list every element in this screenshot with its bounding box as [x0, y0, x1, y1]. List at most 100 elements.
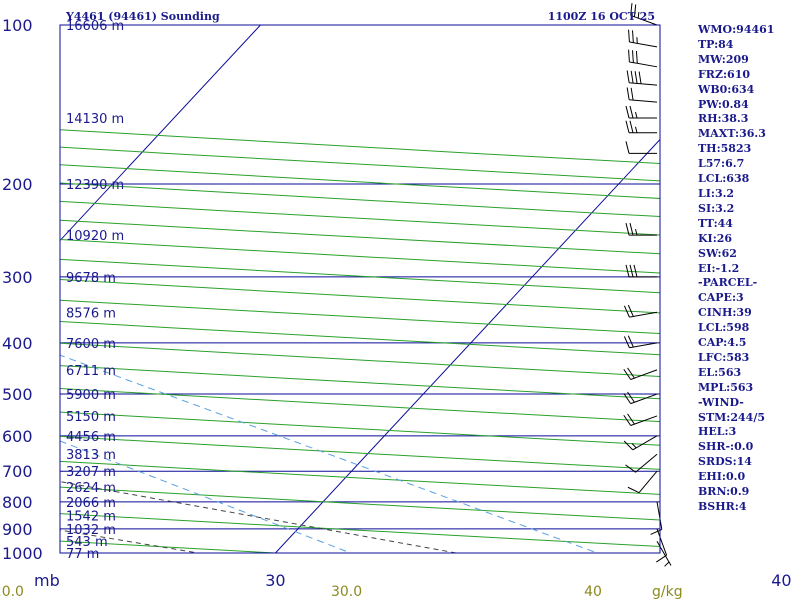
wind-barb-feather: [633, 4, 637, 17]
wind-barb-feather: [627, 413, 635, 425]
wind-barb-feather: [630, 87, 634, 101]
wind-barb: [623, 435, 658, 451]
plot-frame: [59, 24, 661, 554]
mixing-ratio-label: 30.0: [331, 584, 362, 600]
wind-barb-feather: [625, 120, 630, 133]
height-label: 5150 m: [66, 410, 116, 425]
wind-barb-feather: [634, 71, 638, 84]
index-item: PW:0.84: [698, 97, 749, 111]
index-item: RH:38.3: [698, 112, 749, 126]
wind-barb: [626, 87, 658, 103]
isotherm-line: [60, 25, 261, 242]
wind-barb-feather: [627, 391, 635, 403]
wind-barb-shaft: [656, 501, 663, 530]
pressure-tick-label: 600: [2, 427, 33, 446]
wind-barb: [623, 413, 658, 426]
mixing-ratio-units: g/kg: [652, 584, 683, 600]
temperature-tick-label: 30: [265, 571, 285, 590]
wind-barb-feather: [623, 393, 632, 404]
wind-barb-feather: [625, 105, 630, 119]
wind-barb: [623, 335, 658, 349]
index-item: MAXT:36.3: [698, 127, 766, 141]
index-item: TT:44: [698, 216, 733, 230]
wind-barb-shaft: [629, 99, 658, 103]
wind-barb-feather: [625, 222, 630, 236]
wind-barb: [625, 264, 657, 278]
wind-barb: [623, 304, 658, 318]
index-item: EHI:0.0: [698, 470, 746, 484]
index-item: SW:62: [698, 246, 737, 260]
wind-barb-feather: [625, 464, 636, 473]
pressure-tick-label: 500: [2, 385, 33, 404]
pressure-tick-label: 100: [2, 16, 33, 35]
wind-barb-feather: [629, 264, 634, 278]
pressure-tick-label: 800: [2, 493, 33, 512]
wind-barb-feather: [626, 87, 630, 100]
wind-barb-feather: [623, 368, 632, 380]
wind-barb: [625, 141, 657, 154]
wind-barb-feather: [628, 29, 630, 43]
index-item: STM:244/5: [698, 410, 765, 424]
wind-barb-feather: [627, 367, 635, 379]
wind-barb: [628, 29, 658, 48]
wind-barb: [625, 105, 657, 119]
height-label: 3813 m: [66, 448, 116, 463]
pressure-tick-label: 1000: [2, 544, 43, 563]
index-item: EL:563: [698, 365, 742, 379]
wind-barb-feather: [623, 305, 630, 318]
pressure-tick-label: 400: [2, 334, 33, 353]
height-label: 2624 m: [66, 481, 116, 496]
index-item: WB0:634: [698, 82, 755, 96]
dry-adiabat: [60, 239, 660, 274]
wind-barb-feather: [628, 49, 630, 62]
wind-barb-shaft: [630, 415, 658, 426]
index-item: MW:209: [698, 52, 749, 66]
temperature-tick-label: 40: [771, 571, 791, 590]
wind-barb-shaft: [656, 528, 668, 556]
wind-barb-half-feather: [631, 443, 637, 449]
index-item: EI:-1.2: [698, 261, 740, 275]
index-item: -WIND-: [698, 395, 744, 409]
index-item: SI:3.2: [698, 201, 735, 215]
wind-barb-half-feather: [635, 111, 638, 119]
wind-barb-feather: [627, 486, 640, 494]
wind-barb-feather: [627, 304, 634, 317]
height-label: 10920 m: [66, 229, 124, 244]
height-label: 8576 m: [66, 306, 116, 321]
wind-barb-feather: [630, 70, 634, 84]
height-label: 14130 m: [66, 112, 124, 127]
height-label: 16606 m: [66, 19, 124, 34]
wind-barb-half-feather: [664, 561, 670, 567]
wind-barb-shaft: [629, 342, 658, 349]
wind-barb-shaft: [638, 470, 658, 493]
dry-adiabat: [60, 513, 660, 548]
index-item: BSHR:4: [698, 500, 747, 513]
wind-barb-feather: [629, 105, 634, 119]
index-item: CINH:39: [698, 306, 752, 320]
wind-barb-feather: [635, 50, 638, 64]
wind-barb-feather: [629, 222, 634, 236]
height-label: 1542 m: [66, 510, 116, 525]
wind-barb-half-feather: [637, 11, 640, 19]
pressure-tick-label: 700: [2, 462, 33, 481]
height-label: 6711 m: [66, 364, 116, 379]
wind-barb-shaft: [630, 369, 658, 380]
wind-barb: [623, 391, 658, 405]
wind-barb: [625, 453, 658, 473]
index-item: L57:6.7: [698, 157, 745, 171]
index-item: TP:84: [698, 37, 734, 51]
wind-barb-shaft: [635, 453, 658, 473]
index-item: FRZ:610: [698, 67, 751, 81]
mixing-ratio-label: 20.0: [0, 584, 24, 600]
index-item: WMO:94461: [698, 23, 775, 36]
pressure-tick-label: 300: [2, 268, 33, 287]
valid-time: 1100Z 16 OCT 25: [548, 10, 655, 23]
wind-barb-shaft: [629, 311, 658, 318]
wind-barb-feather: [626, 70, 630, 83]
indices-panel: WMO:94461 TP:84 MW:209 FRZ:610 WB0:634 PW:0.8…: [698, 23, 798, 515]
wind-barb-feather: [625, 141, 630, 154]
index-item: HEL:3: [698, 425, 737, 439]
wind-barb-feather: [631, 50, 634, 63]
background-lines: [60, 129, 660, 553]
